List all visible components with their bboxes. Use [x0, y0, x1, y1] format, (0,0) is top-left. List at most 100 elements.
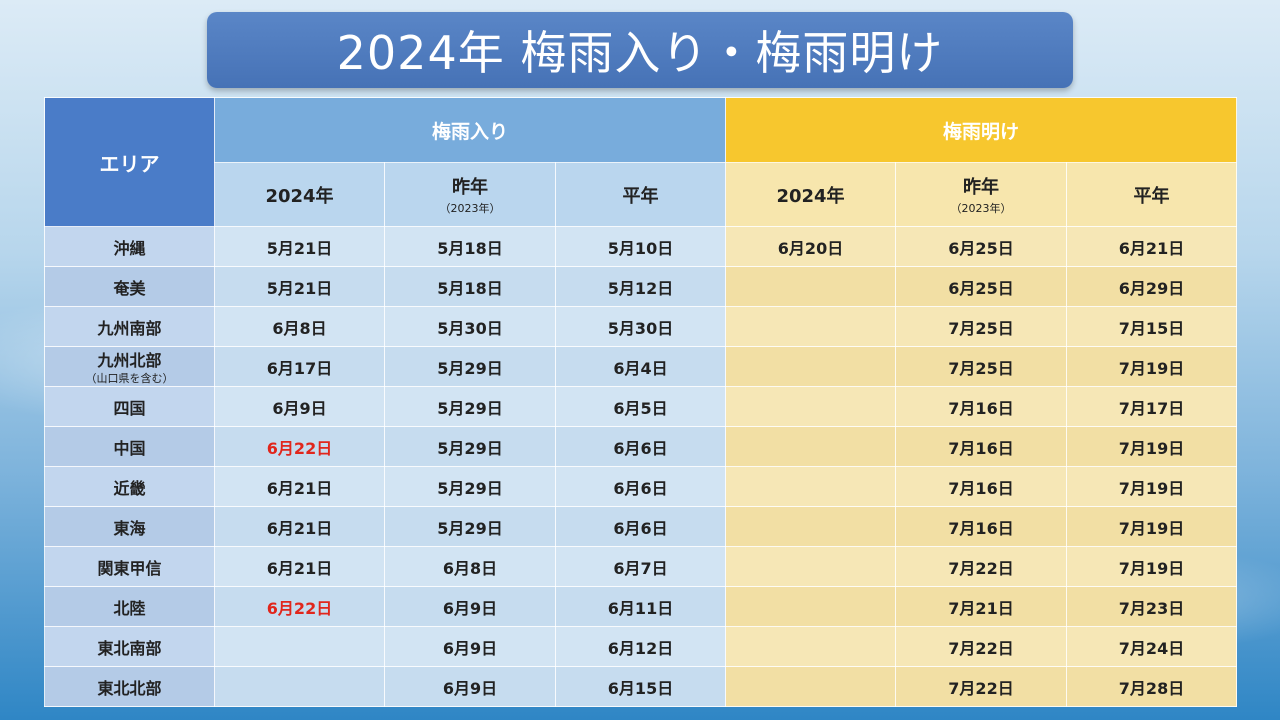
start-2024-cell: [214, 626, 385, 667]
end-lastyear-cell: 7月25日: [895, 306, 1067, 347]
area-name: 東北南部: [97, 638, 162, 658]
table-row: 四国 6月9日 5月29日 6月5日 7月16日 7月17日: [44, 386, 1237, 427]
area-name: 北陸: [113, 598, 146, 618]
end-2024-cell: [725, 306, 896, 347]
end-2024-cell: [725, 586, 896, 627]
start-lastyear-cell: 5月29日: [384, 386, 556, 427]
end-2024-cell: [725, 626, 896, 667]
area-name: 九州北部: [97, 351, 162, 370]
end-normal-cell: 6月29日: [1066, 266, 1237, 307]
start-normal-cell: 6月4日: [555, 346, 726, 387]
area-cell: 東北南部: [44, 626, 215, 667]
last-year-note: （2023年）: [439, 202, 501, 215]
end-lastyear-cell: 7月22日: [895, 626, 1067, 667]
end-lastyear-header: 昨年 （2023年）: [895, 162, 1067, 227]
area-name: 近畿: [113, 478, 146, 498]
start-2024-cell: 6月9日: [214, 386, 385, 427]
end-normal-cell: 7月19日: [1066, 466, 1237, 507]
rain-end-header: 梅雨明け: [725, 97, 1237, 163]
end-normal-cell: 7月17日: [1066, 386, 1237, 427]
table-row: 北陸 6月22日 6月9日 6月11日 7月21日 7月23日: [44, 586, 1237, 627]
start-lastyear-cell: 6月9日: [384, 666, 556, 707]
area-cell: 九州北部 （山口県を含む）: [44, 346, 215, 387]
end-2024-cell: [725, 266, 896, 307]
start-lastyear-cell: 5月29日: [384, 426, 556, 467]
table-row: 関東甲信 6月21日 6月8日 6月7日 7月22日 7月19日: [44, 546, 1237, 587]
end-normal-cell: 7月15日: [1066, 306, 1237, 347]
area-note: （山口県を含む）: [85, 372, 174, 385]
end-2024-cell: [725, 426, 896, 467]
area-cell: 東北北部: [44, 666, 215, 707]
end-lastyear-cell: 7月16日: [895, 426, 1067, 467]
end-lastyear-cell: 7月16日: [895, 386, 1067, 427]
area-cell: 中国: [44, 426, 215, 467]
start-2024-cell: 6月21日: [214, 506, 385, 547]
rainy-season-table: エリア 梅雨入り 梅雨明け 2024年 昨年 （2023年） 平年 2024年 …: [44, 97, 1237, 707]
start-normal-cell: 5月30日: [555, 306, 726, 347]
page-title: 2024年 梅雨入り・梅雨明け: [336, 26, 944, 80]
end-lastyear-cell: 6月25日: [895, 266, 1067, 307]
start-normal-cell: 6月6日: [555, 466, 726, 507]
area-name: 東海: [113, 518, 146, 538]
area-name: 関東甲信: [97, 558, 162, 578]
start-2024-cell: 5月21日: [214, 266, 385, 307]
table-row: 近畿 6月21日 5月29日 6月6日 7月16日 7月19日: [44, 466, 1237, 507]
end-normal-cell: 7月19日: [1066, 546, 1237, 587]
area-cell: 近畿: [44, 466, 215, 507]
start-normal-cell: 6月15日: [555, 666, 726, 707]
end-2024-cell: [725, 386, 896, 427]
start-2024-cell: 6月22日: [214, 426, 385, 467]
start-2024-cell: 6月21日: [214, 546, 385, 587]
table-row: 中国 6月22日 5月29日 6月6日 7月16日 7月19日: [44, 426, 1237, 467]
start-normal-cell: 6月7日: [555, 546, 726, 587]
start-lastyear-header: 昨年 （2023年）: [384, 162, 556, 227]
end-lastyear-cell: 7月25日: [895, 346, 1067, 387]
start-normal-cell: 6月12日: [555, 626, 726, 667]
start-2024-cell: 6月8日: [214, 306, 385, 347]
end-2024-cell: [725, 466, 896, 507]
end-normal-cell: 7月19日: [1066, 346, 1237, 387]
end-normal-cell: 6月21日: [1066, 226, 1237, 267]
end-2024-header: 2024年: [725, 162, 896, 227]
start-lastyear-cell: 5月29日: [384, 346, 556, 387]
start-2024-cell: 6月17日: [214, 346, 385, 387]
start-lastyear-cell: 6月9日: [384, 586, 556, 627]
start-normal-cell: 6月6日: [555, 506, 726, 547]
table-row: 東海 6月21日 5月29日 6月6日 7月16日 7月19日: [44, 506, 1237, 547]
end-2024-cell: [725, 346, 896, 387]
start-lastyear-cell: 5月29日: [384, 506, 556, 547]
end-2024-cell: 6月20日: [725, 226, 896, 267]
area-name: 中国: [113, 438, 146, 458]
area-cell: 奄美: [44, 266, 215, 307]
start-normal-header: 平年: [555, 162, 726, 227]
area-header: エリア: [44, 97, 215, 227]
end-normal-cell: 7月28日: [1066, 666, 1237, 707]
end-normal-cell: 7月24日: [1066, 626, 1237, 667]
table-body: 沖縄 5月21日 5月18日 5月10日 6月20日 6月25日 6月21日 奄美 5月21日 5…: [44, 226, 1237, 707]
start-normal-cell: 6月6日: [555, 426, 726, 467]
start-lastyear-cell: 5月18日: [384, 226, 556, 267]
last-year-note: （2023年）: [950, 202, 1012, 215]
start-2024-cell: 6月22日: [214, 586, 385, 627]
end-normal-cell: 7月23日: [1066, 586, 1237, 627]
area-cell: 四国: [44, 386, 215, 427]
end-lastyear-cell: 7月16日: [895, 466, 1067, 507]
start-lastyear-cell: 5月29日: [384, 466, 556, 507]
table-row: 東北南部 6月9日 6月12日 7月22日 7月24日: [44, 626, 1237, 667]
table-row: 沖縄 5月21日 5月18日 5月10日 6月20日 6月25日 6月21日: [44, 226, 1237, 267]
end-lastyear-cell: 6月25日: [895, 226, 1067, 267]
area-cell: 北陸: [44, 586, 215, 627]
start-normal-cell: 5月12日: [555, 266, 726, 307]
end-lastyear-cell: 7月21日: [895, 586, 1067, 627]
last-year-label: 昨年: [963, 177, 999, 198]
end-lastyear-cell: 7月22日: [895, 546, 1067, 587]
table-row: 東北北部 6月9日 6月15日 7月22日 7月28日: [44, 666, 1237, 707]
area-name: 沖縄: [113, 238, 146, 258]
start-2024-cell: 5月21日: [214, 226, 385, 267]
table-row: 奄美 5月21日 5月18日 5月12日 6月25日 6月29日: [44, 266, 1237, 307]
area-cell: 関東甲信: [44, 546, 215, 587]
end-lastyear-cell: 7月16日: [895, 506, 1067, 547]
start-lastyear-cell: 6月9日: [384, 626, 556, 667]
area-cell: 沖縄: [44, 226, 215, 267]
start-normal-cell: 6月5日: [555, 386, 726, 427]
